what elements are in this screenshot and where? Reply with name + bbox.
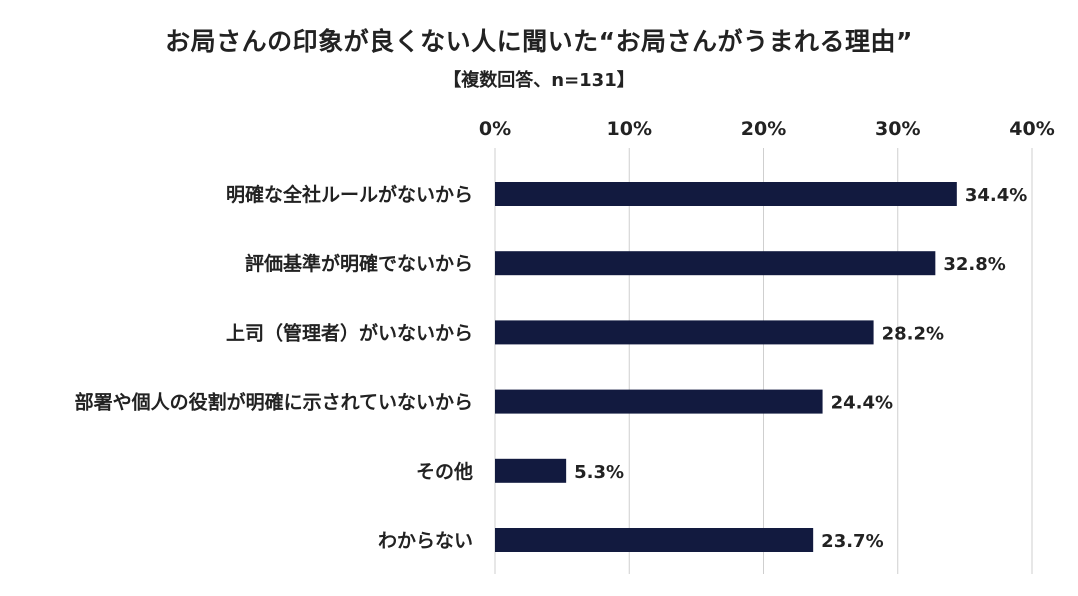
x-tick-label: 40% — [1009, 118, 1054, 140]
x-tick-label: 10% — [607, 118, 652, 140]
chart-subtitle: 【複数回答、n=131】 — [443, 70, 635, 91]
category-label: 部署や個人の役割が明確に示されていないから — [75, 391, 473, 414]
bar — [495, 389, 823, 414]
category-label: 上司（管理者）がいないから — [226, 321, 473, 344]
bar — [495, 528, 814, 552]
data-label: 32.8% — [943, 254, 1005, 275]
bars — [495, 182, 957, 552]
bar — [495, 320, 874, 345]
bar — [495, 458, 567, 483]
bar — [495, 182, 957, 206]
data-label: 34.4% — [965, 185, 1027, 206]
gridlines — [494, 148, 1033, 574]
x-tick-label: 30% — [875, 118, 920, 140]
data-label: 24.4% — [831, 393, 893, 414]
data-labels: 34.4% 32.8% 28.2% 24.4% 5.3% 23.7% — [574, 185, 1027, 552]
category-label: わからない — [378, 530, 473, 552]
data-label: 23.7% — [821, 531, 883, 552]
x-tick-label: 20% — [741, 118, 786, 140]
category-label: 評価基準が明確でないから — [245, 252, 473, 275]
x-tick-label: 0% — [479, 118, 511, 140]
bar — [495, 251, 936, 276]
data-label: 5.3% — [574, 462, 624, 483]
category-labels: 明確な全社ルールがないから評価基準が明確でないから上司（管理者）がいないから部署… — [75, 183, 473, 552]
category-label: 明確な全社ルールがないから — [226, 183, 473, 206]
x-axis-ticks: 0% 10% 20% 30% 40% — [479, 118, 1055, 140]
category-label: その他 — [416, 460, 473, 483]
data-label: 28.2% — [882, 323, 944, 344]
chart-title: お局さんの印象が良くない人に聞いた“お局さんがうまれる理由” — [165, 27, 913, 56]
